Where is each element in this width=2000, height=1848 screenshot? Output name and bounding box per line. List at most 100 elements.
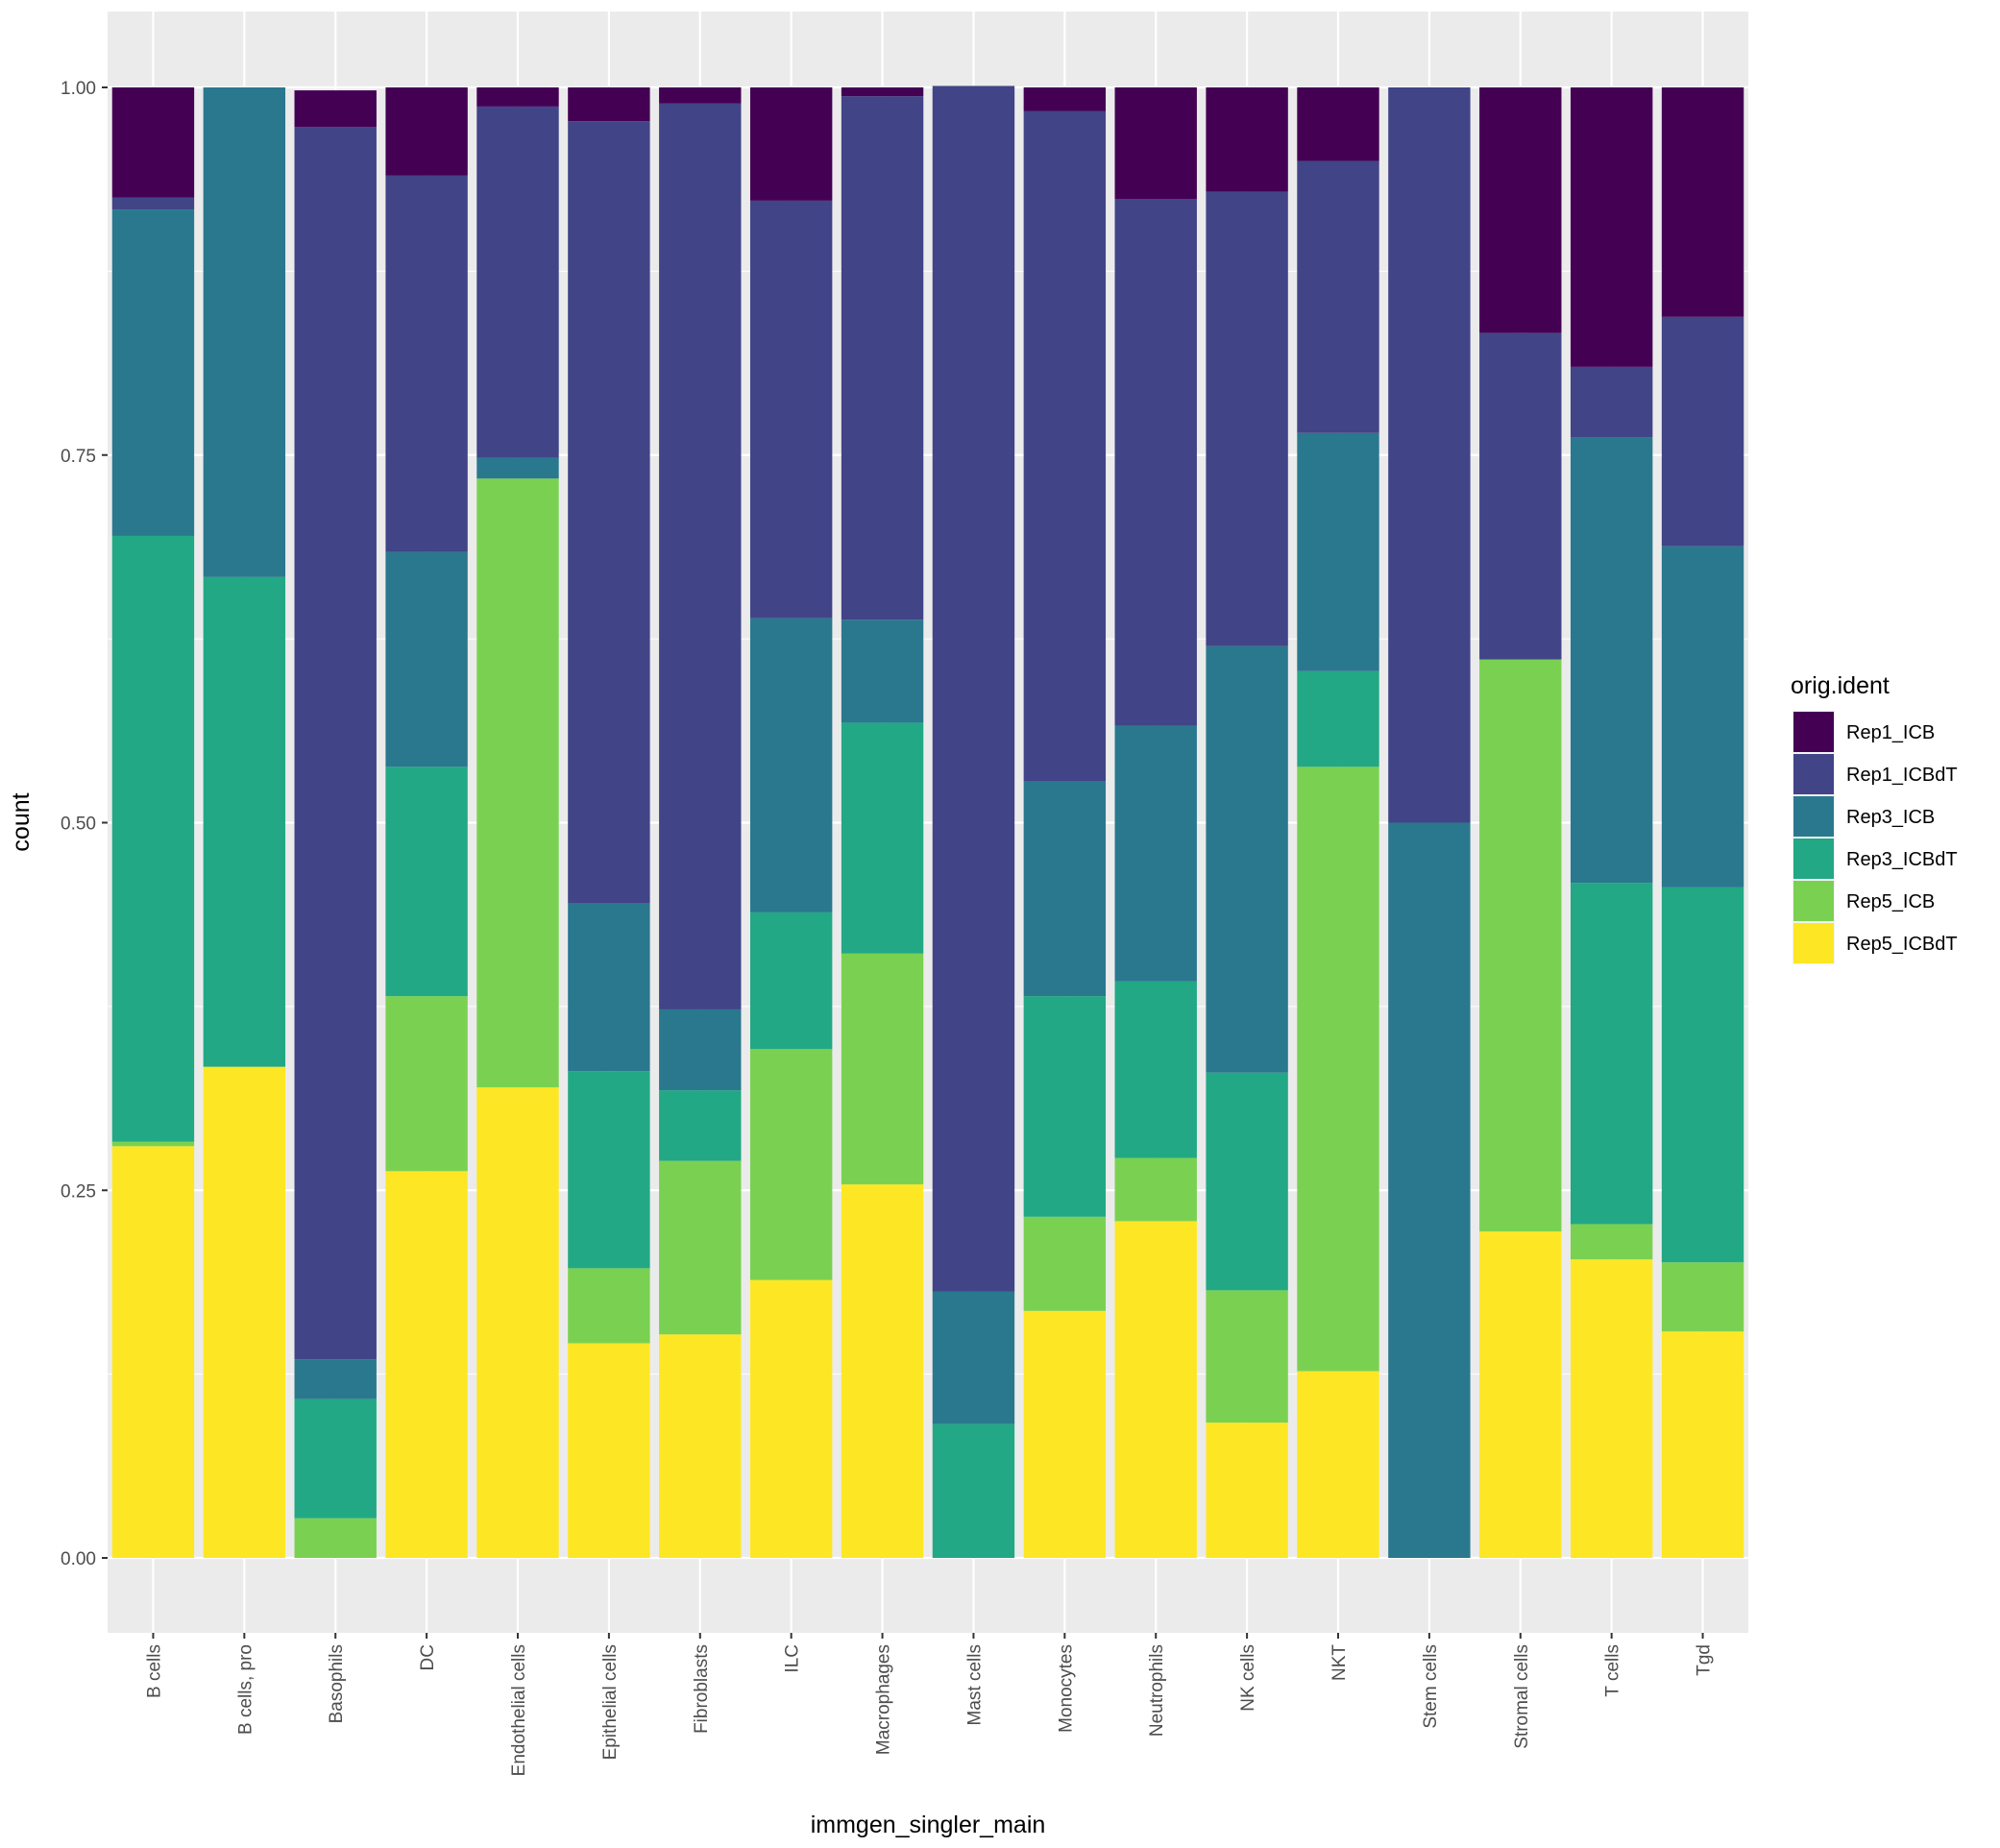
bar-segment-rep1-icbdt <box>659 103 742 1009</box>
legend-swatch <box>1793 839 1834 879</box>
bar-segment-rep1-icbdt <box>932 85 1015 1292</box>
bar-segment-rep1-icb <box>1297 87 1379 161</box>
bar-stack <box>1388 87 1471 1558</box>
x-tick-label: NK cells <box>1238 1644 1258 1712</box>
bar-segment-rep5-icb <box>1297 766 1379 1372</box>
bar-segment-rep5-icbdt <box>1570 1259 1653 1558</box>
y-tick-label: 0.00 <box>61 1549 96 1569</box>
bar-segment-rep3-icb <box>1388 822 1471 1558</box>
bar-segment-rep3-icb <box>203 87 286 577</box>
x-tick-label: T cells <box>1603 1644 1623 1697</box>
bar-segment-rep5-icb <box>568 1268 650 1344</box>
x-tick-label: ILC <box>783 1644 803 1673</box>
bar-segment-rep3-icbdt <box>841 722 924 954</box>
bar-segment-rep1-icb <box>476 87 559 107</box>
bar-stack <box>203 87 286 1558</box>
bar-segment-rep3-icb <box>385 551 468 767</box>
x-tick-label: Endothelial cells <box>509 1644 529 1776</box>
bar-segment-rep5-icbdt <box>1114 1221 1197 1558</box>
bar-segment-rep3-icbdt <box>1206 1072 1288 1291</box>
x-tick-label: Tgd <box>1695 1644 1715 1676</box>
bar-segment-rep1-icb <box>1114 87 1197 200</box>
bar-stack <box>385 87 468 1558</box>
y-tick-label: 0.25 <box>61 1181 96 1202</box>
bar-segment-rep3-icb <box>1023 781 1107 997</box>
legend: orig.ident Rep1_ICB Rep1_ICBdT Rep3_ICB Rep… <box>1791 672 1958 964</box>
bar-segment-rep3-icb <box>932 1291 1015 1424</box>
legend-item-rep3-icb: Rep3_ICB <box>1793 795 1935 838</box>
x-tick-label: DC <box>418 1644 438 1670</box>
y-tick-label: 0.50 <box>61 815 96 835</box>
bar-segment-rep5-icb <box>659 1160 742 1335</box>
bar-segment-rep1-icbdt <box>294 127 377 1360</box>
bar-segment-rep3-icbdt <box>1114 981 1197 1158</box>
bar-segment-rep1-icbdt <box>111 197 195 210</box>
bar-stack <box>1023 87 1107 1558</box>
bar-segment-rep3-icb <box>1297 432 1379 671</box>
legend-item-rep1-icbdt: Rep1_ICBdT <box>1793 753 1958 795</box>
bar-segment-rep5-icbdt <box>568 1343 650 1558</box>
bar-segment-rep1-icb <box>659 87 742 104</box>
bar-segment-rep5-icbdt <box>203 1066 286 1558</box>
bar-segment-rep1-icbdt <box>1023 110 1107 782</box>
bar-segment-rep1-icbdt <box>1479 332 1562 660</box>
x-tick-label: Stem cells <box>1421 1644 1441 1729</box>
bar-segment-rep1-icb <box>111 87 195 198</box>
x-axis-title: immgen_singler_main <box>811 1812 1046 1838</box>
bar-segment-rep1-icbdt <box>1206 191 1288 646</box>
bar-segment-rep3-icbdt <box>1570 883 1653 1225</box>
bar-segment-rep1-icbdt <box>1388 87 1471 823</box>
x-tick-label: Basophils <box>327 1644 347 1723</box>
x-tick-label: Epithelial cells <box>600 1644 621 1760</box>
bar-segment-rep5-icbdt <box>1206 1422 1288 1558</box>
bar-segment-rep5-icbdt <box>749 1279 833 1558</box>
bar-segment-rep1-icb <box>568 87 650 122</box>
legend-label: Rep1_ICBdT <box>1846 765 1958 786</box>
bar-stack <box>841 87 924 1558</box>
bar-segment-rep5-icb <box>294 1518 377 1558</box>
y-axis: 0.00 0.25 0.50 0.75 1.00 <box>61 79 108 1569</box>
bar-segment-rep3-icbdt <box>1297 670 1379 767</box>
bar-segment-rep5-icbdt <box>111 1146 195 1558</box>
x-tick-label: Stromal cells <box>1512 1644 1532 1749</box>
bar-segment-rep1-icb <box>1661 87 1744 317</box>
bar-segment-rep3-icbdt <box>932 1423 1015 1558</box>
bar-stack <box>294 90 377 1558</box>
bar-segment-rep3-icb <box>111 209 195 536</box>
legend-label: Rep5_ICB <box>1846 891 1935 912</box>
legend-label: Rep1_ICB <box>1846 722 1935 743</box>
bar-segment-rep5-icb <box>841 953 924 1185</box>
bar-segment-rep1-icb <box>1023 87 1107 111</box>
bar-segment-rep3-icb <box>841 620 924 723</box>
y-tick-label: 0.75 <box>61 447 96 467</box>
bar-stack <box>1297 87 1379 1558</box>
bar-segment-rep3-icb <box>476 457 559 479</box>
x-tick-label: Monocytes <box>1056 1644 1076 1733</box>
bar-segment-rep3-icb <box>1570 437 1653 884</box>
bar-stack <box>111 87 195 1558</box>
bar-segment-rep1-icb <box>385 87 468 176</box>
legend-swatch <box>1793 754 1834 794</box>
bar-stack <box>1661 87 1744 1558</box>
bar-segment-rep5-icb <box>1023 1216 1107 1311</box>
bar-segment-rep3-icbdt <box>659 1090 742 1161</box>
bar-segment-rep1-icb <box>1206 87 1288 192</box>
x-axis: B cells B cells, pro Basophils DC Endothelia… <box>144 1633 1715 1776</box>
bar-segment-rep1-icbdt <box>568 121 650 904</box>
bar-segment-rep1-icb <box>841 87 924 97</box>
bar-segment-rep3-icbdt <box>568 1071 650 1269</box>
bar-segment-rep5-icbdt <box>385 1171 468 1558</box>
bar-segment-rep3-icbdt <box>1023 996 1107 1217</box>
legend-swatch <box>1793 796 1834 837</box>
bars <box>111 85 1744 1558</box>
legend-label: Rep5_ICBdT <box>1846 934 1958 955</box>
bar-segment-rep5-icb <box>385 996 468 1172</box>
minor-gridlines <box>108 270 1748 1375</box>
bar-segment-rep3-icb <box>294 1359 377 1399</box>
bar-segment-rep3-icb <box>749 618 833 912</box>
bar-stack <box>1479 87 1562 1558</box>
bar-segment-rep1-icbdt <box>385 175 468 552</box>
bar-segment-rep5-icb <box>1206 1290 1288 1423</box>
bar-segment-rep3-icbdt <box>385 766 468 997</box>
